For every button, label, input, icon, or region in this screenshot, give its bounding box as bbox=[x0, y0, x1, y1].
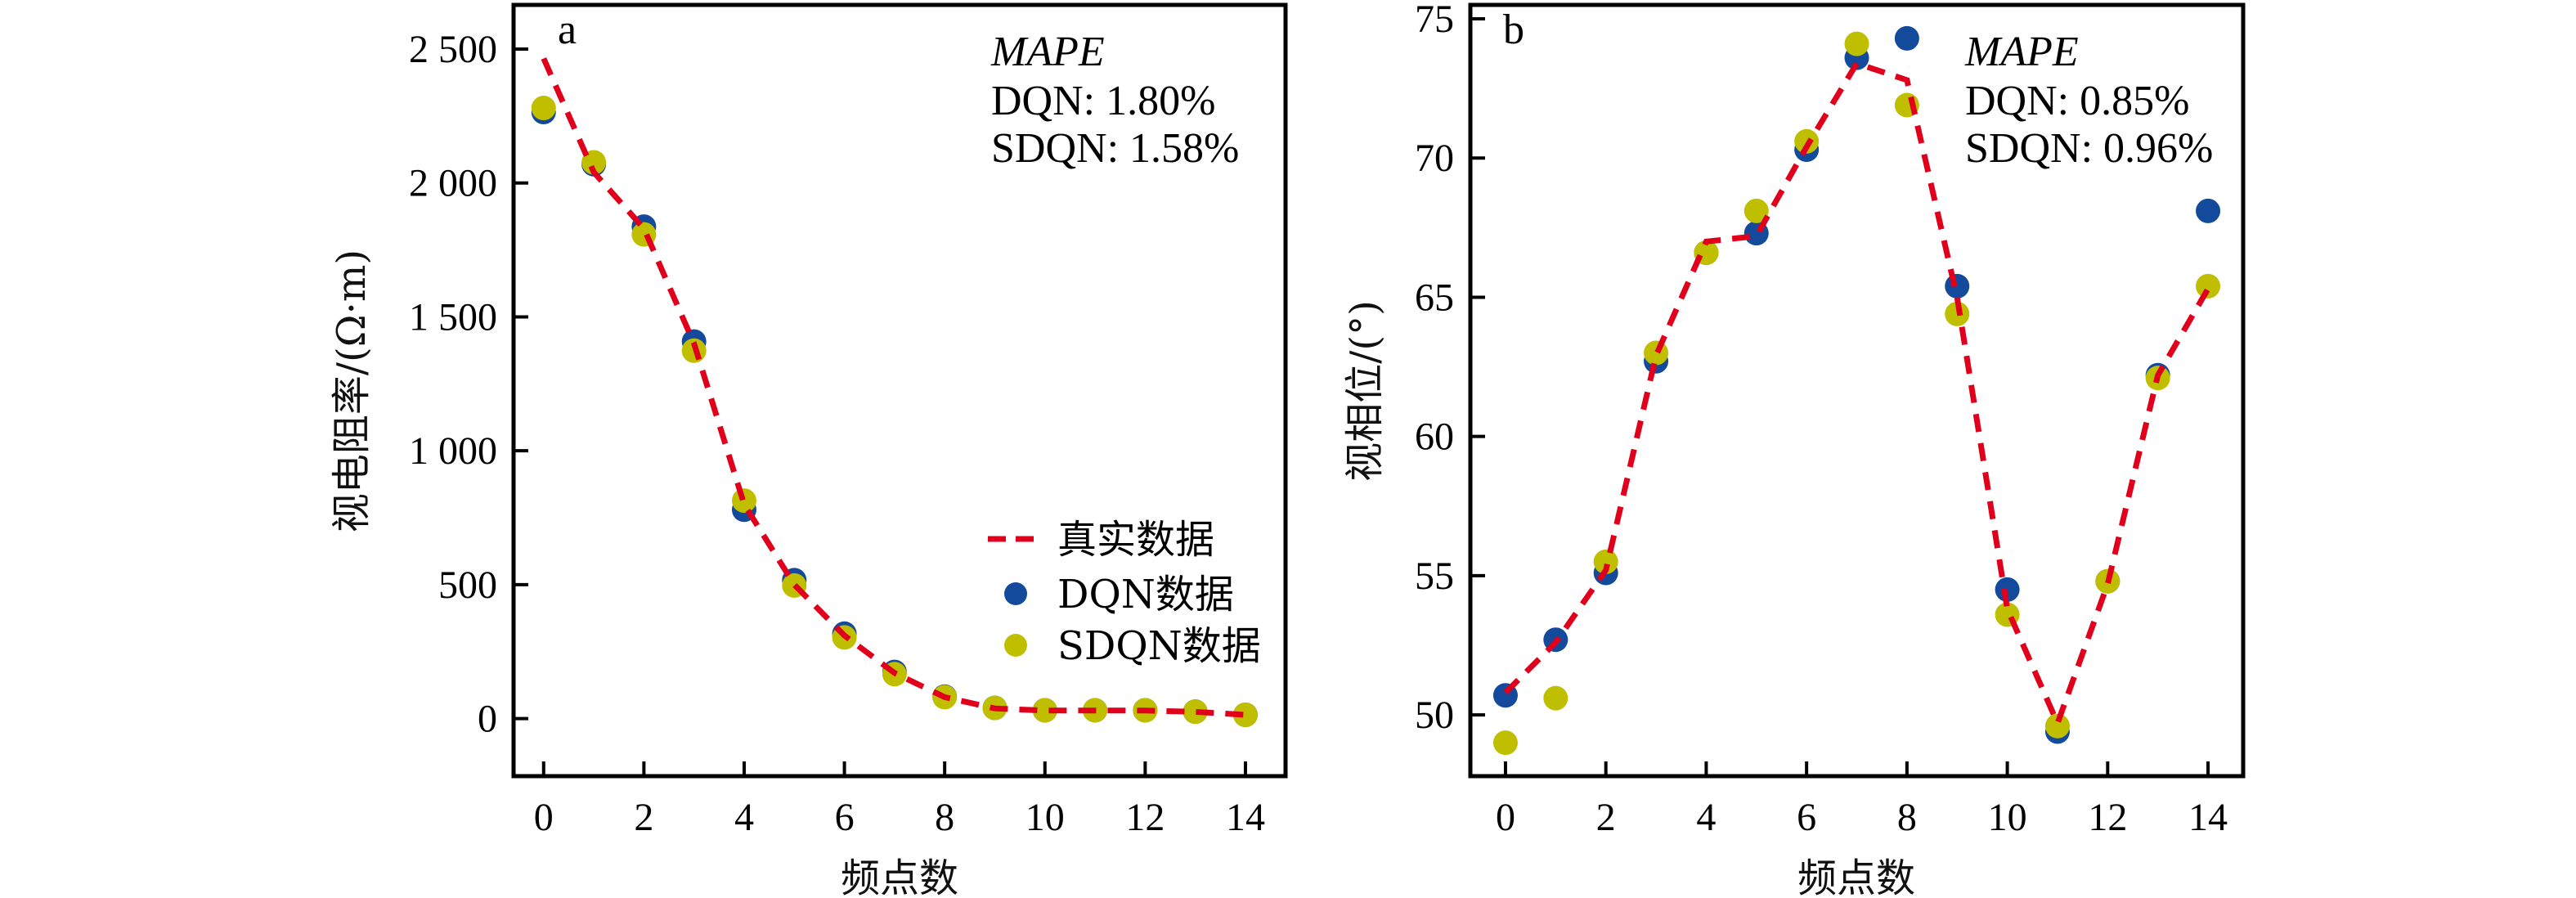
panel-b-x-axis-label: 频点数 bbox=[1797, 855, 1915, 898]
x-tick-label: 4 bbox=[1696, 796, 1716, 839]
true-data-line bbox=[541, 57, 1246, 718]
panel-a-y-axis: 0 500 1 000 1 500 2 000 2 500 bbox=[409, 28, 528, 741]
x-tick-label: 2 bbox=[634, 796, 653, 839]
panel-a-mape-title: MAPE bbox=[990, 29, 1105, 75]
legend-sdqn-label: SDQN数据 bbox=[1057, 623, 1261, 669]
panel-b-mape-title: MAPE bbox=[1964, 29, 2079, 75]
sdqn-point bbox=[581, 150, 607, 175]
legend-dqn-label: DQN数据 bbox=[1057, 572, 1234, 617]
sdqn-point bbox=[1844, 31, 1869, 56]
sdqn-point bbox=[1543, 685, 1568, 711]
legend: 真实数据 DQN数据 SDQN数据 bbox=[988, 517, 1261, 669]
panel-a-x-axis-label: 频点数 bbox=[841, 855, 958, 898]
panel-b-mape-sdqn: SDQN: 0.96% bbox=[1965, 125, 2213, 172]
panel-b-mape-dqn: DQN: 0.85% bbox=[1965, 78, 2189, 124]
dqn-point bbox=[1945, 273, 1970, 299]
y-tick-label: 65 bbox=[1415, 276, 1454, 319]
y-tick-label: 55 bbox=[1415, 555, 1454, 598]
sdqn-point bbox=[1744, 198, 1769, 223]
true-data-line bbox=[1503, 60, 2211, 731]
dqn-point bbox=[1894, 25, 1919, 51]
y-tick-label: 500 bbox=[438, 563, 497, 607]
panel-b-sdqn-points bbox=[1492, 31, 2221, 756]
y-tick-label: 1 000 bbox=[409, 429, 497, 473]
legend-dqn-marker bbox=[1004, 582, 1027, 605]
dqn-point bbox=[2196, 198, 2221, 223]
panel-b-phase-chart: 50 55 60 65 70 75 0 2 4 6 8 10 12 14 b MAPE DQN: 0.8… bbox=[1342, 0, 2246, 898]
panel-a-mape-dqn: DQN: 1.80% bbox=[991, 78, 1215, 124]
x-tick-label: 6 bbox=[835, 796, 855, 839]
y-tick-label: 75 bbox=[1415, 0, 1454, 41]
y-tick-label: 60 bbox=[1415, 415, 1454, 459]
panel-b-true-line-layer bbox=[1503, 60, 2211, 731]
panel-a-frame bbox=[511, 2, 1288, 779]
legend-true-label: 真实数据 bbox=[1057, 517, 1214, 563]
y-tick-label: 2 000 bbox=[409, 162, 497, 205]
panel-a-mape-sdqn: SDQN: 1.58% bbox=[991, 125, 1239, 172]
panel-b-frame bbox=[1468, 2, 2246, 779]
x-tick-label: 0 bbox=[534, 796, 554, 839]
sdqn-point bbox=[1644, 340, 1669, 366]
y-tick-label: 1 500 bbox=[409, 295, 497, 339]
x-tick-label: 12 bbox=[1125, 796, 1165, 839]
sdqn-point bbox=[1492, 730, 1518, 756]
panel-b-y-axis-label: 视相位/(°) bbox=[1342, 300, 1388, 482]
y-tick-label: 70 bbox=[1415, 137, 1454, 180]
y-tick-label: 2 500 bbox=[409, 28, 497, 71]
x-tick-label: 0 bbox=[1496, 796, 1515, 839]
panel-a-resistivity-chart: 0 500 1 000 1 500 2 000 2 500 0 2 4 6 8 10 12 14 a M… bbox=[329, 2, 1288, 898]
x-tick-label: 2 bbox=[1596, 796, 1616, 839]
sdqn-point bbox=[531, 96, 556, 121]
x-tick-label: 10 bbox=[1988, 796, 2027, 839]
sdqn-point bbox=[1232, 703, 1258, 728]
sdqn-point bbox=[1032, 698, 1057, 723]
x-tick-label: 4 bbox=[734, 796, 754, 839]
panel-a-y-axis-label: 视电阻率/(Ω·m) bbox=[329, 249, 375, 532]
sdqn-point bbox=[731, 488, 756, 514]
x-tick-label: 6 bbox=[1797, 796, 1816, 839]
x-tick-label: 8 bbox=[935, 796, 954, 839]
sdqn-point bbox=[1593, 549, 1618, 574]
sdqn-point bbox=[2044, 713, 2070, 739]
panel-b-letter: b bbox=[1503, 7, 1524, 53]
x-tick-label: 14 bbox=[1226, 796, 1265, 839]
y-tick-label: 50 bbox=[1415, 694, 1454, 737]
panel-a-x-axis: 0 2 4 6 8 10 12 14 bbox=[534, 761, 1265, 839]
panel-a-letter: a bbox=[558, 7, 577, 53]
panel-b-x-axis: 0 2 4 6 8 10 12 14 bbox=[1496, 761, 2228, 839]
sdqn-point bbox=[1183, 699, 1208, 725]
x-tick-label: 12 bbox=[2088, 796, 2127, 839]
x-tick-label: 14 bbox=[2188, 796, 2228, 839]
sdqn-point bbox=[2196, 273, 2221, 299]
x-tick-label: 8 bbox=[1897, 796, 1917, 839]
x-tick-label: 10 bbox=[1025, 796, 1065, 839]
y-tick-label: 0 bbox=[478, 698, 497, 741]
panel-b-y-axis: 50 55 60 65 70 75 bbox=[1415, 0, 1485, 737]
legend-sdqn-marker bbox=[1004, 634, 1027, 657]
panel-a-true-line-layer bbox=[541, 57, 1246, 718]
dqn-point bbox=[1995, 577, 2020, 602]
